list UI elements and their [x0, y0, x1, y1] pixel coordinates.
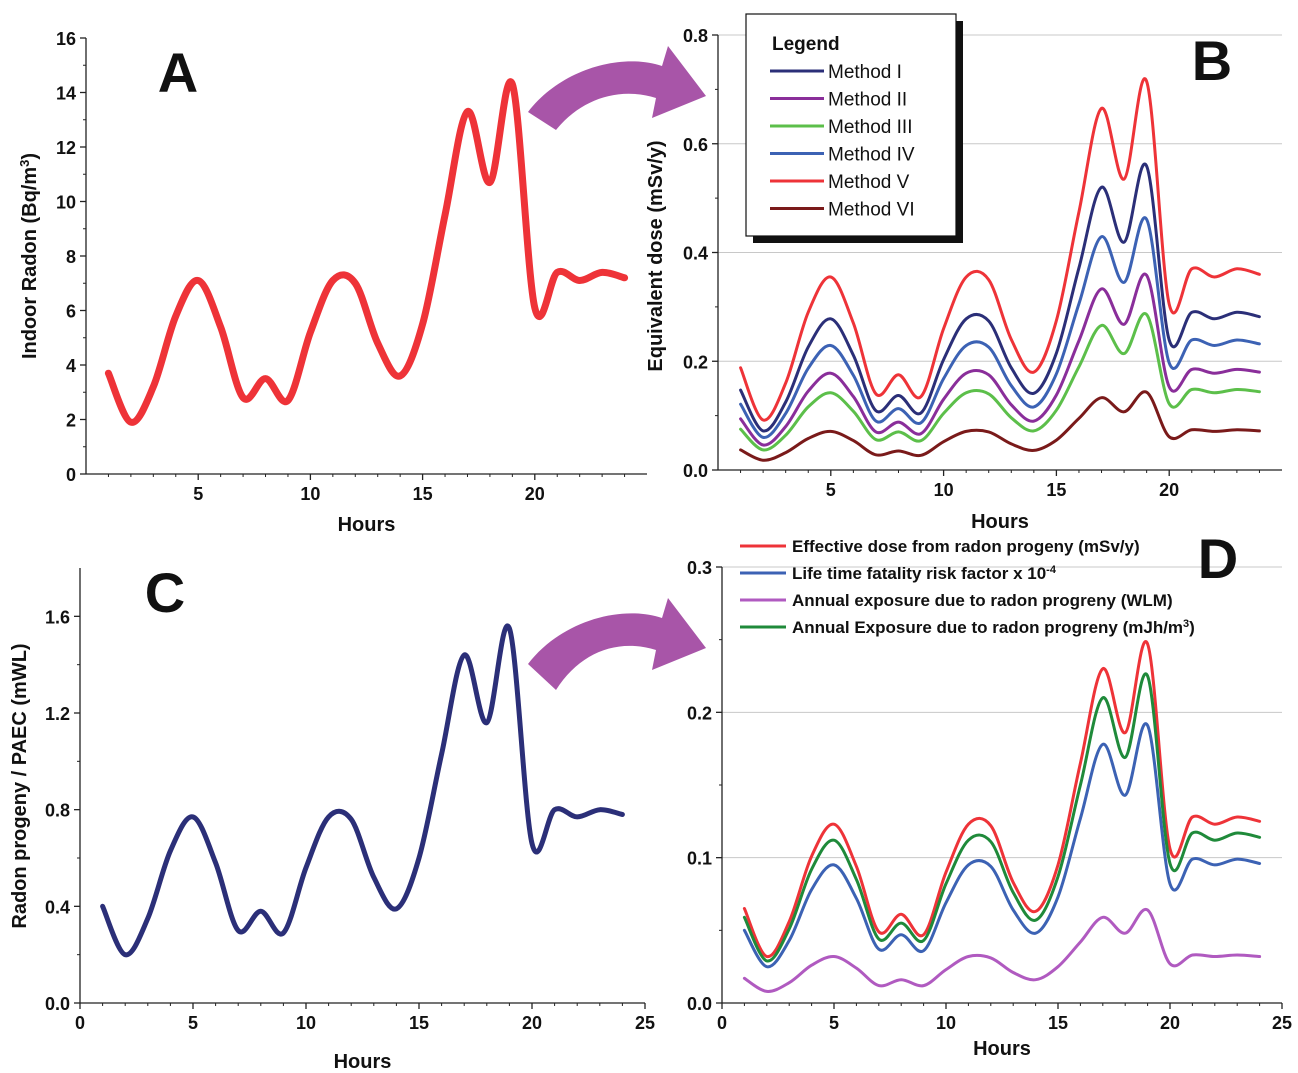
- y-tick-label: 0.6: [683, 135, 708, 155]
- y-tick-label: 6: [66, 302, 76, 322]
- series-line: [104, 78, 629, 426]
- y-tick-label: 0.0: [687, 994, 712, 1014]
- legend-label-sup: -4: [1046, 564, 1057, 576]
- legend-label-main: Annual Exposure due to radon progreny (m…: [792, 618, 1183, 637]
- legend-label-main: Annual exposure due to radon progreny (W…: [792, 591, 1173, 610]
- series-line: [742, 672, 1262, 963]
- x-tick-label: 5: [826, 480, 836, 500]
- chart-c: 0.0 0.4 0.8 1.2 1.6 0 5 10 15 20 25 Hours Radon prog…: [9, 561, 655, 1073]
- series-line: [739, 312, 1261, 452]
- x-axis-label: Hours: [973, 1038, 1031, 1060]
- x-tick-label: 10: [296, 1013, 316, 1033]
- series-line: [739, 272, 1261, 447]
- x-tick-label: 20: [1160, 1013, 1180, 1033]
- y-axis-label: Equivalent dose (mSv/y): [645, 140, 667, 371]
- arrow-a-to-b: [528, 46, 706, 130]
- legend-label: Method III: [828, 117, 913, 138]
- x-axis-label: Hours: [971, 511, 1029, 533]
- y-tick-label: 0.8: [45, 801, 70, 821]
- legend-label: Life time fatality risk factor x 10-4: [792, 564, 1057, 583]
- legend-label-main: Effective dose from radon progeny (mSv/y…: [792, 537, 1140, 556]
- legend-label: Method I: [828, 62, 902, 83]
- x-tick-label: 0: [75, 1013, 85, 1033]
- chart-a: 0 2 4 6 8 10 12 14 16 5 10 15 20 Hours Indoor Radon (B…: [17, 29, 647, 536]
- arrows-layer: [528, 46, 706, 690]
- x-tick-label: 15: [413, 484, 433, 504]
- y-tick-label: 0.4: [683, 244, 708, 264]
- x-tick-label: 15: [1046, 480, 1066, 500]
- y-tick-label: 1.2: [45, 704, 70, 724]
- series-line: [739, 77, 1261, 422]
- legend-label-sup: 3: [1183, 618, 1189, 630]
- legend-label: Method IV: [828, 145, 915, 166]
- y-tick-label: 0.0: [45, 994, 70, 1014]
- y-tick-label: 0.8: [683, 26, 708, 46]
- y-axis-label: Radon progeny / PAEC (mWL): [9, 643, 31, 928]
- y-tick-label: 8: [66, 247, 76, 267]
- legend-title: Legend: [772, 34, 840, 55]
- series-line: [739, 162, 1261, 433]
- chart-b: 0.0 0.2 0.4 0.6 0.8 5 10 15 20 Hours Equivalent do…: [645, 13, 1282, 533]
- series-line: [100, 623, 625, 958]
- y-tick-label: 1.6: [45, 607, 70, 627]
- y-tick-label: 2: [66, 411, 76, 431]
- x-tick-label: 0: [717, 1013, 727, 1033]
- y-tick-label: 0.0: [683, 461, 708, 481]
- y-tick-label: 14: [56, 84, 76, 104]
- y-tick-label: 0.2: [687, 703, 712, 723]
- series-line: [739, 390, 1261, 462]
- y-tick-label: 0.4: [45, 897, 70, 917]
- y-tick-label: 0.1: [687, 849, 712, 869]
- x-tick-label: 25: [635, 1013, 655, 1033]
- panel-letter: D: [1198, 527, 1238, 590]
- x-tick-label: 15: [409, 1013, 429, 1033]
- y-tick-label: 0.2: [683, 352, 708, 372]
- legend-label: Method VI: [828, 200, 915, 221]
- y-tick-label: 10: [56, 193, 76, 213]
- legend-label-end: ): [1189, 618, 1195, 637]
- y-axis-label: Indoor Radon (Bq/m3): [17, 153, 42, 359]
- x-axis-label: Hours: [338, 514, 396, 536]
- y-tick-label: 16: [56, 29, 76, 49]
- y-axis-label-main: Indoor Radon (Bq/m: [19, 167, 41, 359]
- x-tick-label: 5: [829, 1013, 839, 1033]
- panel-letter: C: [145, 561, 185, 624]
- series-line: [742, 640, 1262, 959]
- series-line: [739, 216, 1261, 439]
- y-tick-label: 4: [66, 356, 76, 376]
- x-tick-label: 10: [300, 484, 320, 504]
- x-axis-label: Hours: [334, 1051, 392, 1073]
- x-tick-label: 20: [1159, 480, 1179, 500]
- y-tick-label: 12: [56, 138, 76, 158]
- y-tick-label: 0.3: [687, 558, 712, 578]
- x-tick-label: 10: [934, 480, 954, 500]
- x-tick-label: 20: [525, 484, 545, 504]
- x-tick-label: 5: [193, 484, 203, 504]
- panel-letter: B: [1192, 29, 1232, 92]
- x-tick-label: 15: [1048, 1013, 1068, 1033]
- x-tick-label: 25: [1272, 1013, 1292, 1033]
- y-axis-label-sup: 3: [17, 160, 32, 167]
- legend-label: Annual Exposure due to radon progreny (m…: [792, 618, 1195, 637]
- y-axis-label-end: ): [19, 153, 41, 160]
- y-tick-label: 0: [66, 465, 76, 485]
- legend-label-main: Life time fatality risk factor x 10: [792, 564, 1046, 583]
- series-line: [742, 722, 1262, 969]
- legend-label: Method V: [828, 172, 910, 193]
- series-line: [742, 907, 1262, 993]
- x-tick-label: 10: [936, 1013, 956, 1033]
- chart-d: 0.0 0.1 0.2 0.3 0 5 10 15 20 25 Hours D Effective do…: [687, 527, 1292, 1060]
- panel-letter: A: [158, 41, 198, 104]
- legend-label: Annual exposure due to radon progreny (W…: [792, 591, 1173, 610]
- x-tick-label: 20: [522, 1013, 542, 1033]
- legend-label: Method II: [828, 90, 907, 111]
- arrow-c-to-d: [528, 598, 706, 690]
- legend-label: Effective dose from radon progeny (mSv/y…: [792, 537, 1140, 556]
- x-tick-label: 5: [188, 1013, 198, 1033]
